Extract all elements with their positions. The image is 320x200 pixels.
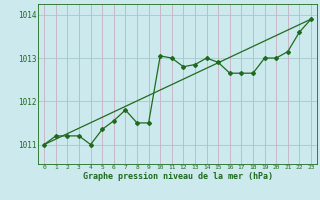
X-axis label: Graphe pression niveau de la mer (hPa): Graphe pression niveau de la mer (hPa) [83, 172, 273, 181]
